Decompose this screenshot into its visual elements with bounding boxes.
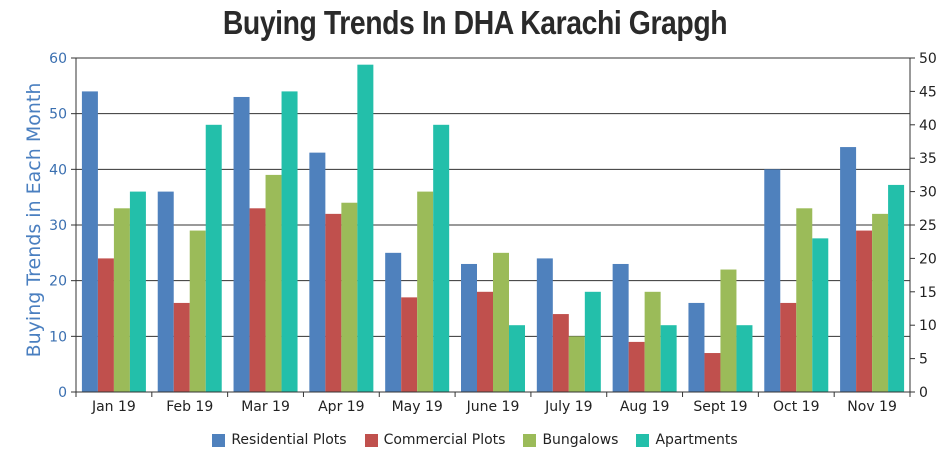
left-tick-label: 30: [49, 218, 67, 234]
bar-commercial-plots: [704, 353, 721, 392]
bar-bungalows: [341, 202, 358, 392]
bar-commercial-plots: [401, 297, 418, 392]
legend-item[interactable]: Bungalows: [523, 432, 618, 448]
right-tick-label: 25: [919, 218, 937, 234]
bar-bungalows: [796, 208, 813, 392]
legend-label: Residential Plots: [231, 432, 347, 448]
bar-bungalows: [872, 213, 889, 392]
bar-bungalows: [644, 291, 661, 392]
x-tick-label: Apr 19: [318, 399, 364, 415]
chart-title: Buying Trends In DHA Karachi Grapgh: [222, 4, 728, 41]
bar-residential-plots: [764, 169, 781, 392]
legend-swatch: [212, 433, 226, 447]
legend: Residential Plots Commercial Plots Bungalo…: [0, 432, 950, 448]
bar-apartments: [736, 325, 753, 392]
right-axis-ticks: 0 5 10 15 20 25 30 35 40 45 50: [910, 51, 937, 401]
bar-residential-plots: [81, 91, 98, 393]
x-axis-ticks: Jan 19 Feb 19 Mar 19 Apr 19 May 19 June 19 Jul…: [75, 392, 911, 415]
bar-commercial-plots: [628, 341, 645, 392]
left-tick-label: 60: [49, 51, 67, 67]
bar-commercial-plots: [856, 230, 873, 392]
bar-bungalows: [189, 230, 206, 392]
left-tick-label: 40: [49, 162, 67, 178]
right-tick-label: 45: [919, 84, 937, 100]
bar-bungalows: [265, 174, 282, 392]
right-tick-label: 10: [919, 318, 937, 334]
y-axis-label: Buying Trends in Each Month: [23, 83, 45, 358]
bar-residential-plots: [309, 152, 326, 392]
right-tick-label: 40: [919, 118, 937, 134]
bar-bungalows: [493, 252, 509, 392]
bar-bungalows: [720, 269, 737, 392]
bar-apartments: [888, 184, 905, 392]
bar-apartments: [281, 91, 298, 393]
legend-label: Bungalows: [542, 432, 619, 448]
bar-residential-plots: [461, 263, 477, 392]
legend-item[interactable]: Apartments: [636, 432, 738, 448]
left-tick-label: 10: [49, 329, 67, 345]
bar-residential-plots: [233, 96, 250, 392]
bar-apartments: [584, 291, 601, 392]
x-tick-label: Aug 19: [620, 399, 670, 415]
bar-apartments: [660, 325, 677, 392]
legend-swatch: [523, 433, 537, 447]
x-tick-label: May 19: [392, 399, 443, 415]
legend-label: Commercial Plots: [383, 432, 506, 448]
bar-apartments: [433, 124, 450, 393]
bar-bungalows: [113, 208, 130, 392]
bar-apartments: [509, 325, 525, 392]
legend-item[interactable]: Commercial Plots: [364, 432, 506, 448]
bar-apartments: [357, 64, 374, 393]
bar-commercial-plots: [780, 302, 797, 392]
right-tick-label: 0: [919, 385, 928, 401]
x-tick-label: Mar 19: [241, 399, 290, 415]
legend-label: Apartments: [655, 432, 738, 448]
bar-bungalows: [417, 191, 434, 392]
legend-swatch: [364, 433, 378, 447]
x-tick-label: Sept 19: [693, 399, 747, 415]
bar-commercial-plots: [249, 208, 266, 392]
bar-residential-plots: [612, 263, 629, 392]
bar-commercial-plots: [477, 291, 493, 392]
right-tick-label: 15: [919, 285, 937, 301]
bar-residential-plots: [536, 258, 553, 392]
bar-bungalows: [568, 336, 585, 392]
legend-swatch: [636, 433, 650, 447]
legend-item[interactable]: Residential Plots: [212, 432, 347, 448]
bar-commercial-plots: [173, 302, 190, 392]
x-tick-label: Oct 19: [773, 399, 819, 415]
bar-apartments: [205, 124, 222, 393]
x-tick-label: June 19: [466, 399, 520, 415]
right-tick-label: 30: [919, 185, 937, 201]
x-tick-label: July 19: [544, 399, 592, 415]
right-tick-label: 5: [919, 352, 928, 368]
left-tick-label: 0: [58, 385, 67, 401]
left-axis-ticks: 0 10 20 30 40 50 60: [49, 51, 76, 401]
bar-residential-plots: [840, 147, 857, 392]
x-tick-label: Nov 19: [847, 399, 897, 415]
bar-residential-plots: [385, 252, 402, 392]
right-tick-label: 20: [919, 251, 937, 267]
bar-apartments: [812, 238, 829, 392]
bar-residential-plots: [688, 302, 705, 392]
bar-commercial-plots: [325, 213, 342, 392]
left-tick-label: 20: [49, 274, 67, 290]
left-tick-label: 50: [49, 107, 67, 123]
bar-commercial-plots: [97, 258, 114, 392]
bar-commercial-plots: [552, 314, 569, 392]
bars: [81, 64, 905, 393]
x-tick-label: Feb 19: [166, 399, 213, 415]
right-tick-label: 35: [919, 151, 937, 167]
bar-residential-plots: [157, 191, 174, 392]
bar-apartments: [129, 191, 146, 392]
x-tick-label: Jan 19: [91, 399, 136, 415]
right-tick-label: 50: [919, 51, 937, 67]
